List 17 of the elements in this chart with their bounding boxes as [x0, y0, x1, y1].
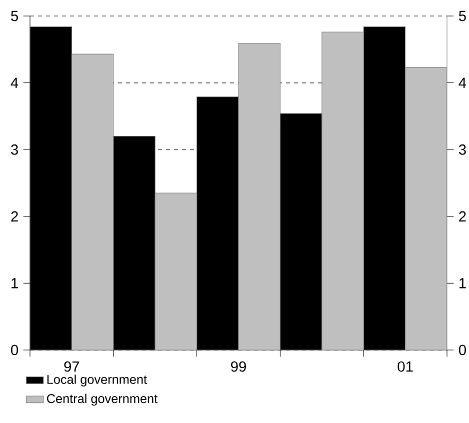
y2-tick-label: 0	[458, 344, 466, 356]
y-tick-label: 5	[11, 10, 18, 22]
y2-tick-label: 2	[459, 211, 466, 222]
legend-label: Local government	[47, 374, 147, 386]
legend-label: Central government	[47, 394, 158, 406]
y-tick-label: 4	[10, 78, 18, 88]
x-tick-label: 97	[64, 361, 80, 372]
x-tick-label: 01	[398, 361, 413, 372]
y2-tick-label: 3	[458, 144, 466, 155]
y-tick-label: 2	[11, 211, 18, 222]
y-tick-label: 0	[11, 344, 18, 356]
y2-tick-label: 5	[458, 10, 466, 22]
x-tick-label: 99	[231, 361, 246, 372]
y2-tick-label: 1	[459, 278, 466, 288]
y2-tick-label: 4	[458, 78, 466, 88]
y-tick-label: 3	[11, 144, 18, 155]
y-tick-label: 1	[12, 278, 18, 288]
